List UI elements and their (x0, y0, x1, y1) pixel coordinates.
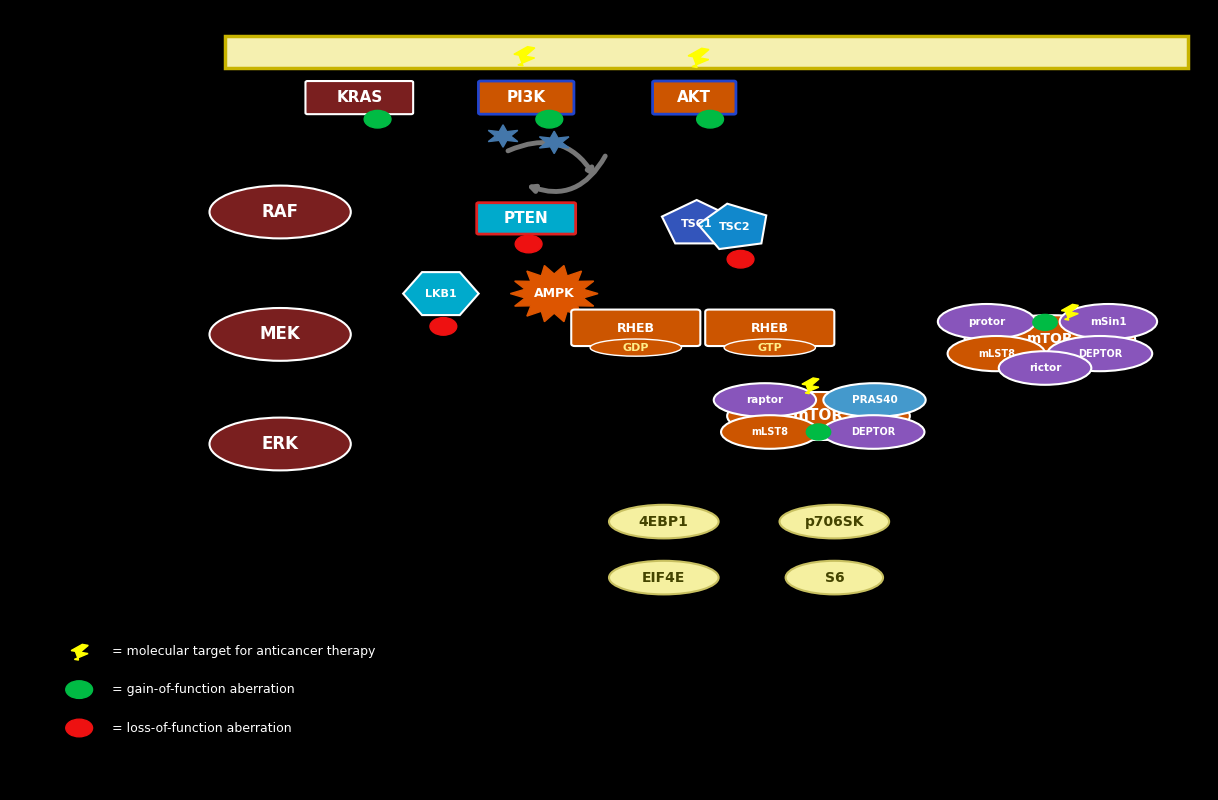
Ellipse shape (1060, 304, 1157, 339)
Circle shape (536, 110, 563, 128)
Text: mLST8: mLST8 (752, 427, 788, 437)
Circle shape (364, 110, 391, 128)
Text: mTOR: mTOR (1027, 332, 1073, 346)
Polygon shape (661, 200, 732, 243)
Ellipse shape (209, 186, 351, 238)
Text: PI3K: PI3K (507, 90, 546, 105)
Text: RHEB: RHEB (616, 322, 655, 335)
Text: = molecular target for anticancer therapy: = molecular target for anticancer therap… (112, 646, 375, 658)
Text: KRAS: KRAS (336, 90, 382, 105)
FancyBboxPatch shape (705, 310, 834, 346)
Polygon shape (801, 378, 818, 394)
Text: S6: S6 (825, 570, 844, 585)
Text: PTEN: PTEN (504, 211, 548, 226)
Text: PRAS40: PRAS40 (851, 395, 898, 405)
Text: GTP: GTP (758, 342, 782, 353)
Ellipse shape (609, 505, 719, 538)
Circle shape (430, 318, 457, 335)
Ellipse shape (727, 392, 910, 440)
Text: DEPTOR: DEPTOR (851, 427, 895, 437)
Polygon shape (1061, 304, 1078, 320)
Ellipse shape (823, 383, 926, 417)
Circle shape (66, 719, 93, 737)
Ellipse shape (1047, 336, 1152, 371)
Ellipse shape (591, 339, 682, 356)
Text: mTOR: mTOR (793, 409, 844, 423)
Text: = loss-of-function aberration: = loss-of-function aberration (112, 722, 291, 734)
Text: raptor: raptor (747, 395, 783, 405)
Polygon shape (540, 131, 569, 154)
FancyBboxPatch shape (306, 81, 413, 114)
Text: LKB1: LKB1 (425, 289, 457, 298)
Ellipse shape (723, 339, 816, 356)
FancyBboxPatch shape (476, 202, 576, 234)
Ellipse shape (938, 304, 1035, 339)
Text: mLST8: mLST8 (978, 349, 1015, 358)
Ellipse shape (999, 351, 1091, 385)
Text: rictor: rictor (1029, 363, 1061, 373)
Ellipse shape (948, 336, 1045, 371)
Polygon shape (510, 266, 598, 322)
Text: = gain-of-function aberration: = gain-of-function aberration (112, 683, 295, 696)
Text: GDP: GDP (622, 342, 649, 353)
Ellipse shape (786, 561, 883, 594)
Polygon shape (488, 125, 518, 147)
Text: MEK: MEK (259, 326, 301, 343)
FancyBboxPatch shape (653, 81, 736, 114)
Ellipse shape (609, 561, 719, 594)
Ellipse shape (209, 308, 351, 361)
Text: AKT: AKT (677, 90, 711, 105)
Polygon shape (688, 48, 709, 67)
Circle shape (1033, 314, 1057, 330)
Polygon shape (403, 272, 479, 315)
Ellipse shape (822, 415, 924, 449)
Circle shape (727, 250, 754, 268)
Circle shape (515, 235, 542, 253)
Text: DEPTOR: DEPTOR (1078, 349, 1122, 358)
Text: TSC1: TSC1 (681, 219, 713, 229)
Text: p706SK: p706SK (805, 514, 864, 529)
Text: RAF: RAF (262, 203, 298, 221)
Text: protor: protor (968, 317, 1005, 326)
Ellipse shape (780, 505, 889, 538)
Text: 4EBP1: 4EBP1 (639, 514, 688, 529)
Text: RHEB: RHEB (750, 322, 789, 335)
Text: ERK: ERK (262, 435, 298, 453)
Text: AMPK: AMPK (533, 287, 575, 300)
Ellipse shape (209, 418, 351, 470)
Polygon shape (698, 204, 766, 249)
Text: EIF4E: EIF4E (642, 570, 686, 585)
Circle shape (697, 110, 723, 128)
Ellipse shape (714, 383, 816, 417)
Polygon shape (71, 644, 88, 660)
Circle shape (806, 424, 831, 440)
Text: TSC2: TSC2 (719, 222, 750, 232)
Circle shape (66, 681, 93, 698)
Ellipse shape (721, 415, 818, 449)
Polygon shape (514, 46, 535, 66)
Text: mSin1: mSin1 (1090, 317, 1127, 326)
FancyBboxPatch shape (571, 310, 700, 346)
Ellipse shape (965, 315, 1135, 363)
FancyBboxPatch shape (479, 81, 574, 114)
FancyBboxPatch shape (225, 36, 1188, 68)
